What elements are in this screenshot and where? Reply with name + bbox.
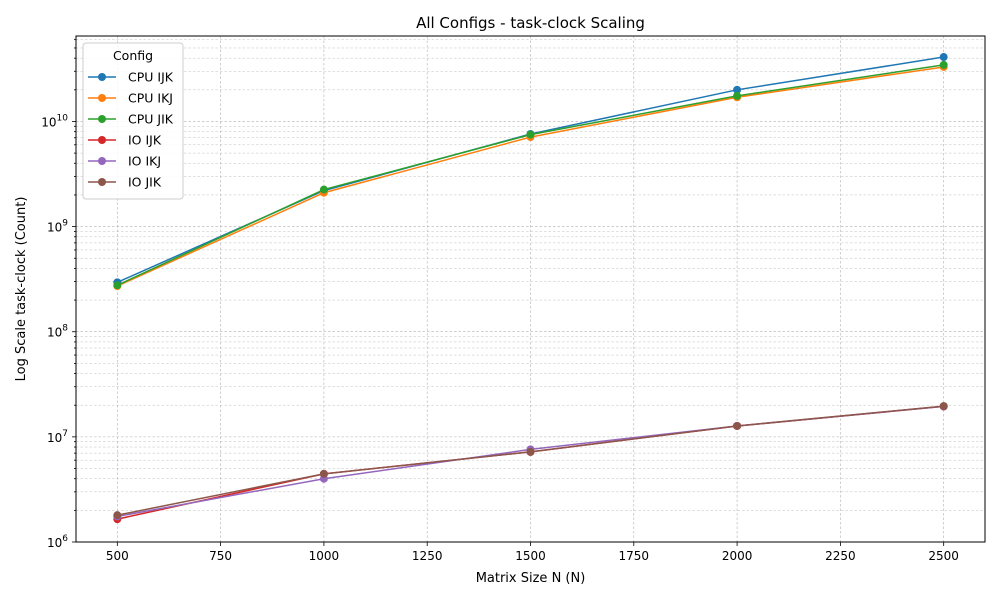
legend-box — [82, 42, 184, 200]
series-group — [113, 402, 948, 520]
data-point — [113, 511, 122, 520]
data-point — [526, 447, 535, 456]
x-tick-label: 2500 — [928, 549, 959, 563]
legend-marker — [98, 115, 106, 123]
legend-label: CPU IKJ — [128, 91, 173, 106]
axis-ticks: 500 750 1000 1250 1500 1750 2000 2250 2500 106 107… — [41, 39, 959, 563]
data-point — [939, 60, 948, 69]
chart-title: All Configs - task-clock Scaling — [416, 14, 645, 32]
data-point — [113, 281, 122, 290]
data-point — [939, 53, 948, 62]
x-tick-label: 2000 — [722, 549, 753, 563]
legend-marker — [98, 157, 106, 165]
series-lines — [113, 53, 948, 524]
legend-label: IO IKJ — [128, 154, 161, 169]
data-point — [319, 469, 328, 478]
legend-marker — [98, 73, 106, 81]
legend-label: CPU JIK — [128, 112, 174, 127]
data-point — [319, 185, 328, 194]
legend: Config CPU IJK CPU IKJ CPU JIK IO IJK IO IKJ… — [82, 42, 184, 200]
data-point — [733, 85, 742, 94]
x-tick-label: 1000 — [309, 549, 340, 563]
y-tick-label: 1010 — [41, 113, 68, 129]
y-tick-label: 109 — [47, 219, 68, 235]
legend-marker — [98, 136, 106, 144]
data-point — [733, 91, 742, 100]
legend-label: CPU IJK — [128, 70, 174, 85]
legend-label: IO IJK — [128, 133, 162, 148]
x-tick-label: 1250 — [412, 549, 443, 563]
x-tick-label: 500 — [106, 549, 129, 563]
y-tick-label: 107 — [47, 429, 68, 445]
x-tick-label: 2250 — [825, 549, 856, 563]
x-tick-label: 750 — [209, 549, 232, 563]
x-axis-label: Matrix Size N (N) — [476, 571, 586, 586]
data-point — [939, 402, 948, 411]
series-group — [113, 60, 948, 290]
data-point — [733, 421, 742, 430]
y-axis-label: Log Scale task-clock (Count) — [14, 197, 29, 382]
y-tick-label: 108 — [47, 324, 68, 340]
legend-marker — [98, 178, 106, 186]
y-tick-label: 106 — [47, 534, 68, 550]
x-tick-label: 1500 — [515, 549, 546, 563]
legend-title: Config — [113, 48, 153, 63]
legend-marker — [98, 94, 106, 102]
legend-label: IO JIK — [128, 175, 162, 190]
x-tick-label: 1750 — [619, 549, 650, 563]
data-point — [526, 130, 535, 139]
grid — [76, 36, 985, 543]
